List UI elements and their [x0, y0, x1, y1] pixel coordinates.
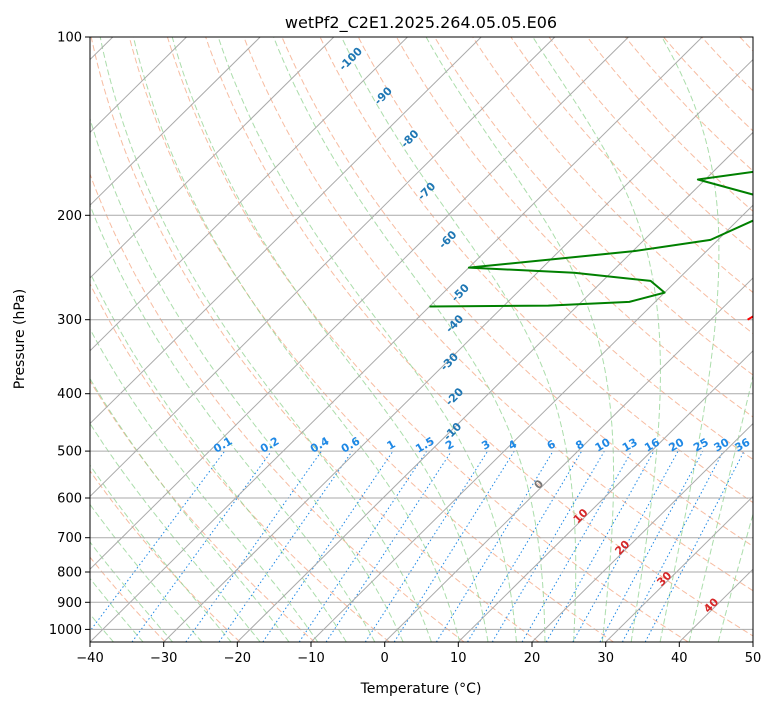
mixing-ratio-line — [185, 450, 322, 642]
isotherms — [90, 37, 753, 642]
isotherm-line — [90, 37, 408, 352]
dry-adiabat-line — [90, 379, 316, 642]
y-tick-label: 100 — [57, 31, 82, 46]
chart-title: wetPf2_C2E1.2025.264.05.05.E06 — [285, 13, 557, 33]
dry-adiabat-line — [243, 37, 753, 592]
isotherm-line — [90, 37, 482, 425]
isotherm-line — [236, 131, 753, 642]
moist-adiabat-line — [90, 541, 173, 642]
y-tick-label: 700 — [57, 531, 82, 546]
x-tick-label: 20 — [524, 651, 541, 666]
y-tick-label: 300 — [57, 313, 82, 328]
isotherm-line — [90, 37, 261, 206]
pressure-gridlines — [90, 37, 753, 630]
mixing-ratio-line — [393, 450, 515, 642]
moist-adiabats — [90, 37, 753, 642]
dry-adiabat-line — [90, 282, 390, 642]
moist-adiabat-line — [90, 271, 347, 642]
isotherm-line — [163, 58, 753, 642]
y-axis-ticks: 100 200 300 400 500 600 700 800 900 1000 — [49, 31, 90, 638]
isotherm-line — [605, 495, 753, 642]
moist-adiabat-line — [99, 37, 432, 642]
mixing-ratio-line — [435, 450, 554, 642]
moist-adiabat-line — [425, 37, 615, 642]
isotherm-line — [310, 204, 753, 642]
moist-adiabat-line — [217, 37, 517, 642]
moist-adiabat-line — [171, 37, 489, 642]
y-axis-title: Pressure (hPa) — [12, 289, 28, 389]
sounding-series — [429, 170, 753, 321]
mixing-ratio-line — [491, 450, 605, 642]
y-tick-label: 800 — [57, 566, 82, 581]
mixing-ratio-line — [262, 450, 394, 642]
isotherm-line — [531, 422, 753, 642]
moist-adiabat-line — [273, 37, 546, 642]
x-tick-label: −10 — [297, 651, 324, 666]
dry-adiabat-line — [90, 172, 465, 642]
x-tick-label: 40 — [671, 651, 688, 666]
x-tick-label: 10 — [450, 651, 467, 666]
moist-adiabat-line — [659, 37, 720, 642]
mixing-ratio-line — [467, 450, 583, 642]
isotherm-line — [90, 37, 629, 570]
x-axis-ticks: −40 −30 −20 −10 0 10 20 30 40 50 — [76, 642, 761, 666]
moist-adiabat-line — [341, 37, 577, 642]
dry-adiabats — [90, 37, 753, 642]
x-tick-label: 50 — [745, 651, 762, 666]
moist-adiabat-line — [90, 464, 232, 642]
moist-adiabat-line — [90, 577, 144, 642]
plot-area: 0.1 0.2 0.4 0.6 1 1.5 2 3 4 6 8 10 13 16 20 25 30 3601020… — [90, 37, 753, 642]
isotherm-line — [457, 350, 753, 642]
isotherm-line — [384, 277, 753, 642]
x-tick-label: −20 — [224, 651, 251, 666]
moist-adiabat-line — [90, 377, 290, 642]
dewpoint-line — [429, 170, 753, 308]
mixing-ratio-line — [364, 450, 489, 642]
moist-adiabat-line — [132, 37, 461, 642]
moist-adiabat-line — [532, 37, 661, 642]
moist-adiabat-line — [90, 203, 376, 642]
dry-adiabat-line — [128, 37, 614, 642]
x-tick-label: 0 — [381, 651, 389, 666]
mixing-ratio-line — [521, 450, 633, 642]
y-tick-label: 600 — [57, 492, 82, 507]
dry-adiabat-line — [357, 37, 753, 461]
dry-adiabat-line — [319, 37, 753, 504]
y-tick-label: 900 — [57, 596, 82, 611]
y-tick-label: 500 — [57, 445, 82, 460]
isotherm-line — [90, 37, 556, 498]
x-axis-title: Temperature (°C) — [360, 681, 482, 697]
mixing-ratio-line — [599, 450, 704, 642]
plot-frame — [89, 36, 754, 643]
dry-adiabat-line — [205, 37, 753, 637]
dry-adiabat-line — [90, 37, 540, 642]
dry-adiabat-line — [281, 37, 753, 547]
moist-adiabat-line — [90, 116, 404, 642]
y-tick-label: 400 — [57, 387, 82, 402]
mixing-ratio-line — [218, 450, 353, 642]
y-tick-label: 1000 — [49, 623, 82, 638]
moist-adiabat-line — [90, 503, 203, 642]
isotherm-line — [90, 37, 335, 279]
x-tick-label: −40 — [76, 651, 103, 666]
dry-adiabat-line — [90, 470, 241, 642]
x-tick-label: −30 — [150, 651, 177, 666]
isotherm-line — [90, 37, 703, 642]
dry-adiabat-line — [167, 37, 689, 642]
x-tick-label: 30 — [597, 651, 614, 666]
dry-adiabat-line — [434, 37, 753, 376]
mixing-ratio-line — [572, 450, 679, 642]
y-tick-label: 200 — [57, 209, 82, 224]
mixing-ratio-line — [131, 450, 272, 642]
moist-adiabat-line — [90, 422, 261, 642]
